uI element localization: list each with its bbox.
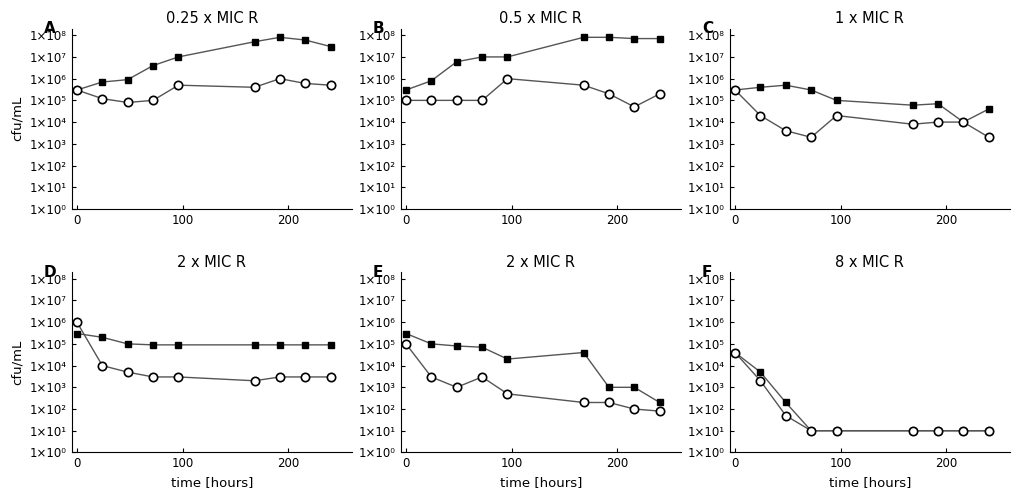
X-axis label: time [hours]: time [hours] [171,476,253,489]
Y-axis label: cfu/mL: cfu/mL [11,340,25,385]
Text: C: C [701,22,713,36]
Text: E: E [373,265,383,280]
X-axis label: time [hours]: time [hours] [499,476,582,489]
X-axis label: time [hours]: time [hours] [829,476,911,489]
Text: F: F [701,265,712,280]
Title: 0.25 x MIC R: 0.25 x MIC R [165,11,258,26]
Text: B: B [373,22,384,36]
Title: 2 x MIC R: 2 x MIC R [178,254,246,270]
Title: 8 x MIC R: 8 x MIC R [835,254,905,270]
Text: A: A [44,22,55,36]
Title: 2 x MIC R: 2 x MIC R [506,254,575,270]
Title: 1 x MIC R: 1 x MIC R [835,11,905,26]
Y-axis label: cfu/mL: cfu/mL [11,96,25,142]
Text: D: D [44,265,56,280]
Title: 0.5 x MIC R: 0.5 x MIC R [499,11,582,26]
